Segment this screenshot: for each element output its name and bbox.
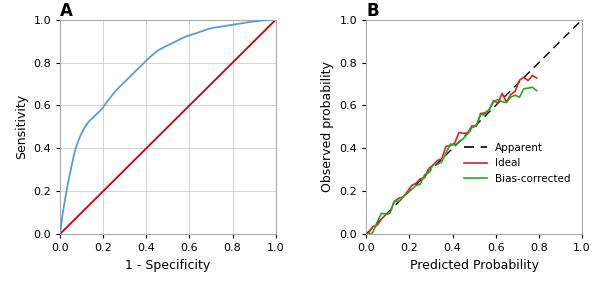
X-axis label: Predicted Probability: Predicted Probability [410, 259, 539, 272]
Y-axis label: Sensitivity: Sensitivity [14, 94, 28, 159]
Text: A: A [60, 2, 73, 19]
Legend: Apparent, Ideal, Bias-corrected: Apparent, Ideal, Bias-corrected [460, 139, 575, 188]
Text: B: B [366, 2, 379, 19]
X-axis label: 1 - Specificity: 1 - Specificity [125, 259, 211, 272]
Y-axis label: Observed probability: Observed probability [321, 61, 334, 192]
